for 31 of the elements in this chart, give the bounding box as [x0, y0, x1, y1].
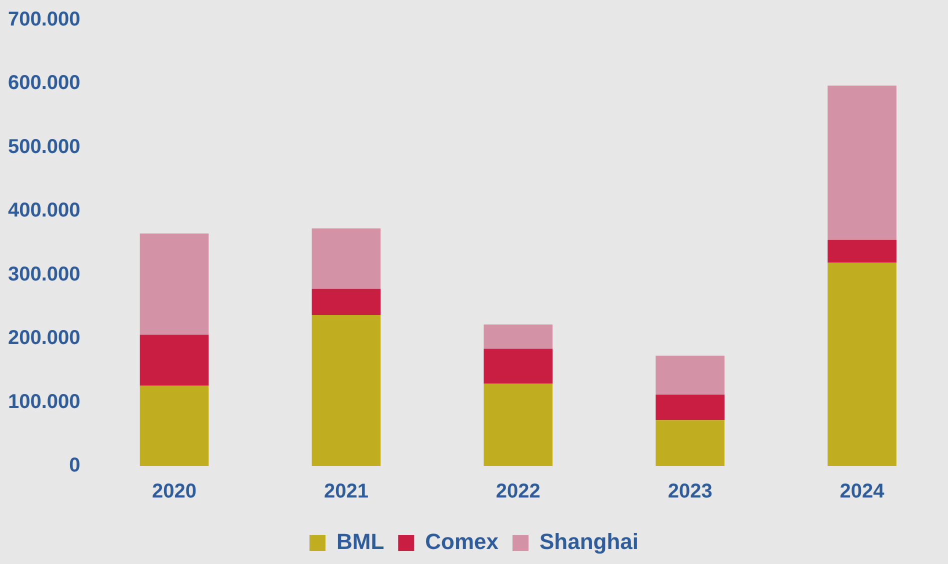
x-tick-label: 2022 [496, 480, 540, 503]
bar [312, 288, 381, 315]
bar [140, 386, 209, 466]
bar [484, 384, 553, 466]
x-tick-label: 2021 [324, 480, 368, 503]
y-tick-label: 600.000 [8, 72, 80, 94]
bar [656, 356, 724, 395]
x-tick-label: 2020 [152, 480, 197, 503]
y-tick-label: 700.000 [8, 8, 80, 31]
legend-label: Comex [425, 529, 500, 554]
y-tick-label: 500.000 [8, 136, 80, 158]
legend-label: Shanghai [540, 529, 639, 554]
bar [484, 348, 553, 384]
y-tick-label: 100.000 [8, 390, 80, 413]
bar [656, 394, 724, 420]
y-tick-label: 300.000 [8, 263, 80, 286]
bar [484, 324, 553, 349]
bar [312, 314, 381, 466]
bar [140, 334, 209, 386]
bar [140, 233, 209, 335]
legend-label: BML [336, 529, 384, 554]
bar [656, 420, 724, 466]
bar [828, 86, 896, 240]
bar [828, 262, 896, 466]
y-tick-label: 200.000 [8, 327, 80, 350]
x-tick-label: 2024 [840, 480, 886, 503]
bar [828, 240, 896, 263]
y-tick-label: 400.000 [8, 200, 80, 222]
x-tick-label: 2023 [668, 480, 712, 503]
y-tick-label: 0 [69, 454, 80, 477]
bar [312, 228, 381, 289]
